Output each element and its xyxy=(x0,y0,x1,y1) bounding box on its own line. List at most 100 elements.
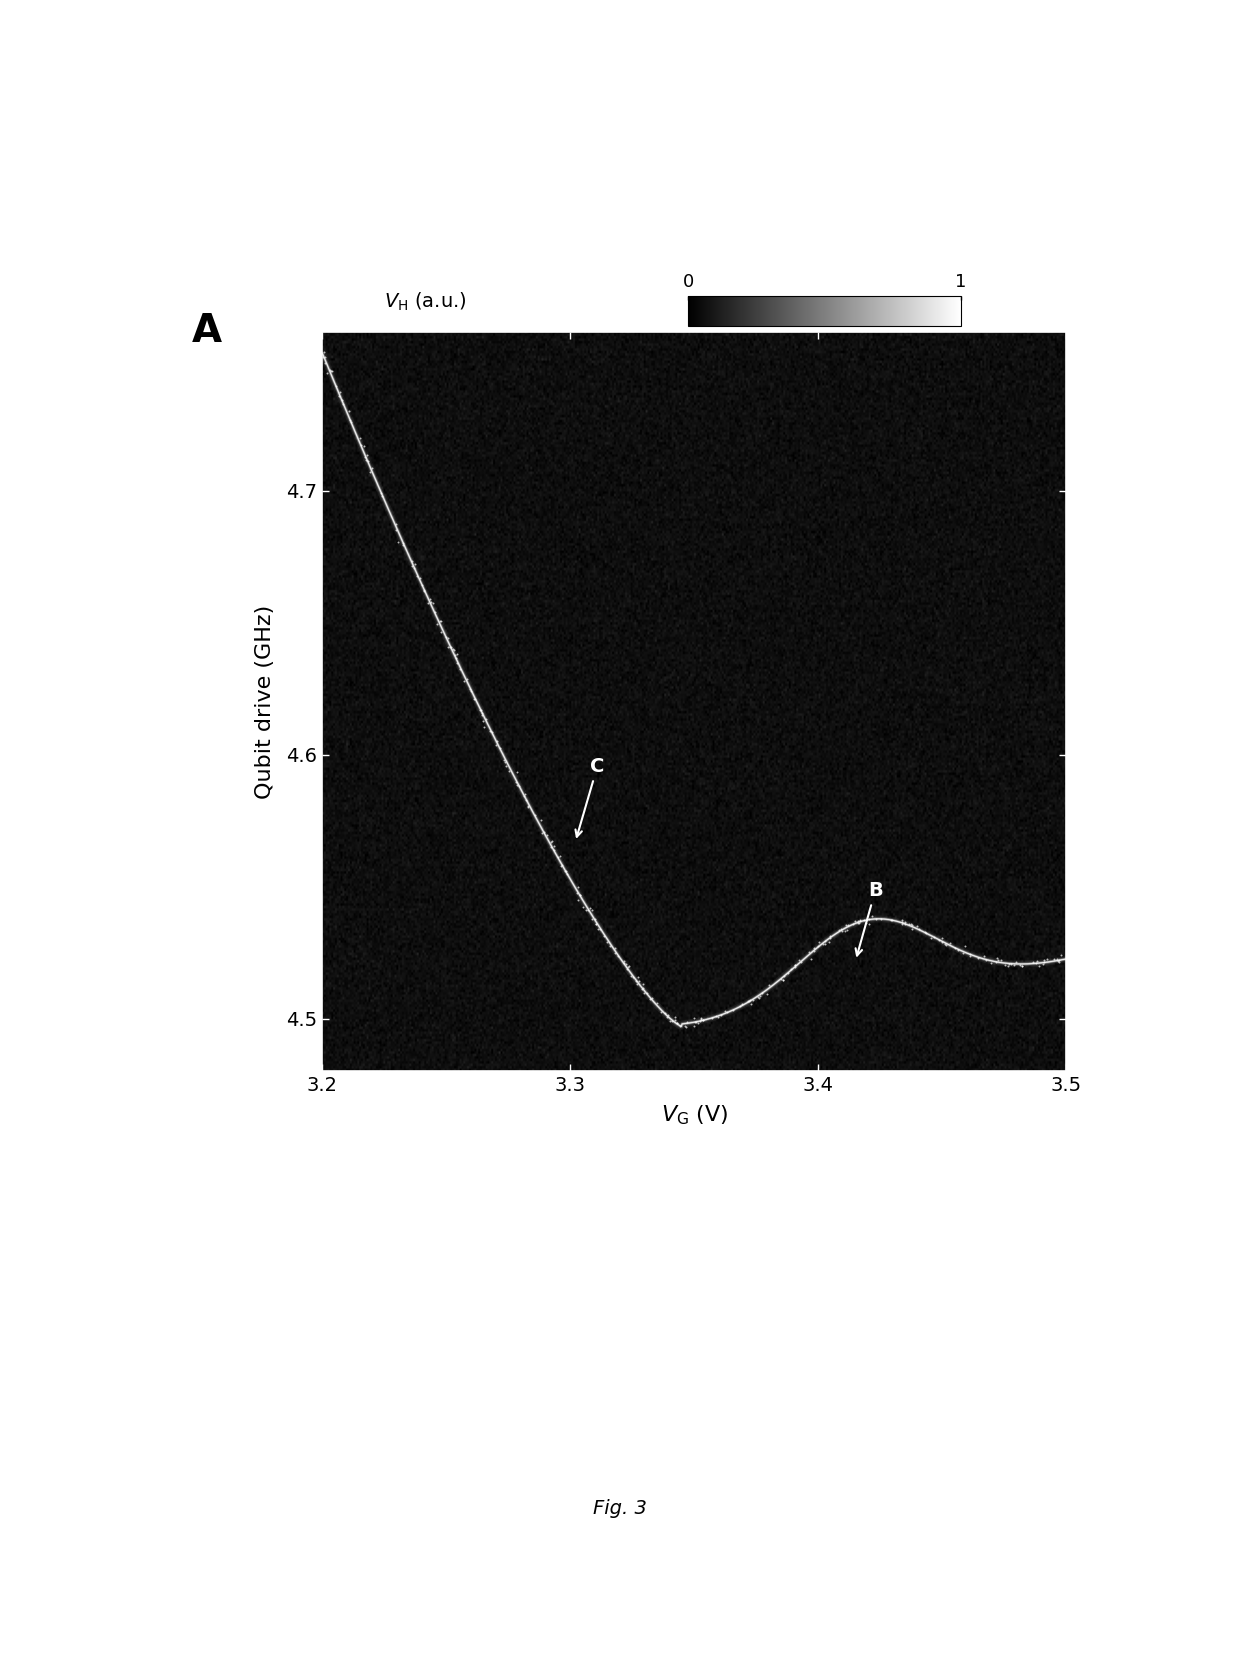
Point xyxy=(820,925,839,952)
Point xyxy=(634,975,653,1002)
Point xyxy=(691,1005,711,1031)
Point xyxy=(750,982,770,1008)
Point xyxy=(676,1012,696,1038)
Point xyxy=(614,950,634,977)
Point xyxy=(414,576,434,603)
Point xyxy=(657,1002,677,1028)
Point xyxy=(472,699,492,726)
Point xyxy=(537,822,557,849)
Point xyxy=(570,882,590,909)
Point xyxy=(582,897,601,924)
Point xyxy=(600,932,620,958)
Point xyxy=(339,399,358,425)
Point xyxy=(552,852,572,879)
Point xyxy=(496,752,516,779)
Point xyxy=(859,905,879,932)
Point xyxy=(730,993,750,1020)
Point xyxy=(420,586,440,613)
Point xyxy=(743,987,763,1013)
Point xyxy=(647,990,667,1017)
Point xyxy=(357,448,377,475)
Point xyxy=(739,988,759,1015)
Point xyxy=(849,907,869,933)
Point xyxy=(932,925,952,952)
Point xyxy=(440,633,460,659)
Point xyxy=(1033,950,1053,977)
Point xyxy=(751,980,771,1007)
Point xyxy=(844,909,864,935)
Point xyxy=(901,910,921,937)
Point xyxy=(1034,947,1054,973)
Point xyxy=(507,771,527,797)
Point xyxy=(332,390,352,417)
Point xyxy=(642,985,662,1012)
Point xyxy=(665,1003,684,1030)
Point xyxy=(843,910,863,937)
Point xyxy=(507,759,527,786)
Point xyxy=(315,350,335,377)
Point xyxy=(987,945,1007,972)
Point xyxy=(393,532,413,558)
Text: Fig. 3: Fig. 3 xyxy=(593,1498,647,1518)
Point xyxy=(1049,948,1069,975)
Point xyxy=(770,965,790,992)
Point xyxy=(531,807,551,834)
Point xyxy=(487,728,507,754)
Point xyxy=(532,821,552,847)
Point xyxy=(940,930,960,957)
Point xyxy=(742,992,761,1018)
Point xyxy=(424,590,444,616)
Point xyxy=(472,708,492,734)
Point xyxy=(443,635,463,661)
Point xyxy=(655,1000,675,1026)
Point xyxy=(542,834,562,860)
Point xyxy=(405,551,425,578)
Point xyxy=(322,357,342,384)
Point xyxy=(723,997,743,1023)
Point xyxy=(1027,948,1047,975)
Point xyxy=(915,919,935,945)
Point xyxy=(355,434,374,460)
Point xyxy=(1028,948,1048,975)
Point xyxy=(883,907,903,933)
Point xyxy=(892,912,911,938)
Point xyxy=(568,874,588,900)
Point xyxy=(683,1005,703,1031)
Point xyxy=(781,955,801,982)
Point xyxy=(557,860,577,887)
Point xyxy=(988,947,1008,973)
Point xyxy=(903,912,923,938)
Point xyxy=(480,718,500,744)
Point xyxy=(821,924,841,950)
Point xyxy=(931,928,951,955)
Point xyxy=(935,930,955,957)
Point xyxy=(425,598,445,625)
Point xyxy=(808,932,828,958)
Point xyxy=(418,590,438,616)
Point xyxy=(441,635,461,661)
Point xyxy=(518,792,538,819)
Point xyxy=(991,947,1011,973)
Point xyxy=(640,987,660,1013)
Point xyxy=(832,919,852,945)
Point xyxy=(848,910,868,937)
Point xyxy=(621,962,641,988)
Point xyxy=(774,963,794,990)
Point xyxy=(585,905,605,932)
Point xyxy=(507,769,527,796)
Point xyxy=(916,920,936,947)
Point xyxy=(848,909,868,935)
Point xyxy=(455,668,475,694)
Point xyxy=(791,948,811,975)
Point xyxy=(837,917,857,943)
Point xyxy=(515,781,534,807)
Point xyxy=(542,829,562,855)
Point xyxy=(356,447,376,473)
Point xyxy=(867,905,887,932)
Point xyxy=(438,635,458,661)
Point xyxy=(732,990,751,1017)
Point xyxy=(862,904,882,930)
Point xyxy=(895,910,915,937)
Point xyxy=(508,772,528,799)
Point xyxy=(577,897,596,924)
